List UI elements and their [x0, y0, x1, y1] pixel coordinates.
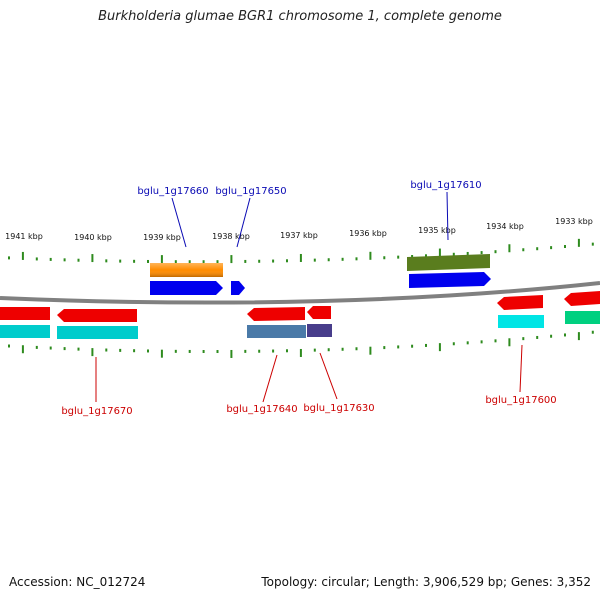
scale-ticks-top [8, 238, 594, 264]
gene-feature-cyan-3[interactable] [498, 315, 544, 328]
gene-feature-olive[interactable] [407, 254, 490, 271]
scale-label: 1937 kbp [280, 231, 318, 240]
cds-arrow-reverse-6[interactable] [564, 291, 600, 306]
chromosome-backbone [0, 281, 600, 305]
gene-label-bglu-1g17610[interactable]: bglu_1g17610 [410, 180, 481, 191]
gene-feature-green[interactable] [565, 311, 600, 324]
gene-label-bglu-1g17600[interactable]: bglu_1g17600 [485, 395, 556, 406]
gene-feature-orange-shade [150, 263, 223, 277]
gene-labels: bglu_1g17660 bglu_1g17650 bglu_1g17610 b… [61, 180, 556, 417]
scale-label: 1941 kbp [5, 232, 43, 241]
cds-arrow-forward-3[interactable] [409, 272, 491, 288]
cds-arrow-forward-1[interactable] [150, 281, 223, 295]
scale-label: 1939 kbp [143, 233, 181, 242]
scale-label: 1935 kbp [418, 226, 456, 235]
genome-summary-text: Topology: circular; Length: 3,906,529 bp… [261, 575, 591, 589]
scale-label: 1936 kbp [349, 229, 387, 238]
gene-feature-navy[interactable] [307, 324, 332, 337]
scale-label: 1938 kbp [212, 232, 250, 241]
cds-arrow-reverse-3[interactable] [247, 307, 305, 321]
cds-arrow-reverse-2[interactable] [57, 309, 137, 322]
cds-arrow-reverse-1[interactable] [0, 307, 50, 320]
scale-labels: 1941 kbp 1940 kbp 1939 kbp 1938 kbp 1937 kbp… [5, 217, 593, 242]
scale-label: 1933 kbp [555, 217, 593, 226]
reverse-strand-features [0, 291, 600, 339]
map-title: Burkholderia glumae BGR1 chromosome 1, c… [98, 9, 502, 24]
gene-feature-cyan-2[interactable] [57, 326, 138, 339]
cds-arrow-forward-2[interactable] [231, 281, 245, 295]
cds-arrow-reverse-5[interactable] [497, 295, 543, 310]
accession-text: Accession: NC_012724 [9, 575, 146, 589]
gene-feature-steel[interactable] [247, 325, 306, 338]
cds-arrow-reverse-4[interactable] [307, 306, 331, 319]
scale-ticks-bottom [8, 330, 594, 358]
gene-feature-cyan-1[interactable] [0, 325, 50, 338]
scale-label: 1934 kbp [486, 222, 524, 231]
gene-label-bglu-1g17640[interactable]: bglu_1g17640 [226, 404, 297, 415]
gene-label-bglu-1g17670[interactable]: bglu_1g17670 [61, 406, 132, 417]
scale-label: 1940 kbp [74, 233, 112, 242]
gene-label-bglu-1g17630[interactable]: bglu_1g17630 [303, 403, 374, 414]
gene-label-bglu-1g17660[interactable]: bglu_1g17660 [137, 186, 208, 197]
forward-strand-features [150, 254, 491, 295]
label-leaders [95, 191, 523, 403]
gene-label-bglu-1g17650[interactable]: bglu_1g17650 [215, 186, 286, 197]
